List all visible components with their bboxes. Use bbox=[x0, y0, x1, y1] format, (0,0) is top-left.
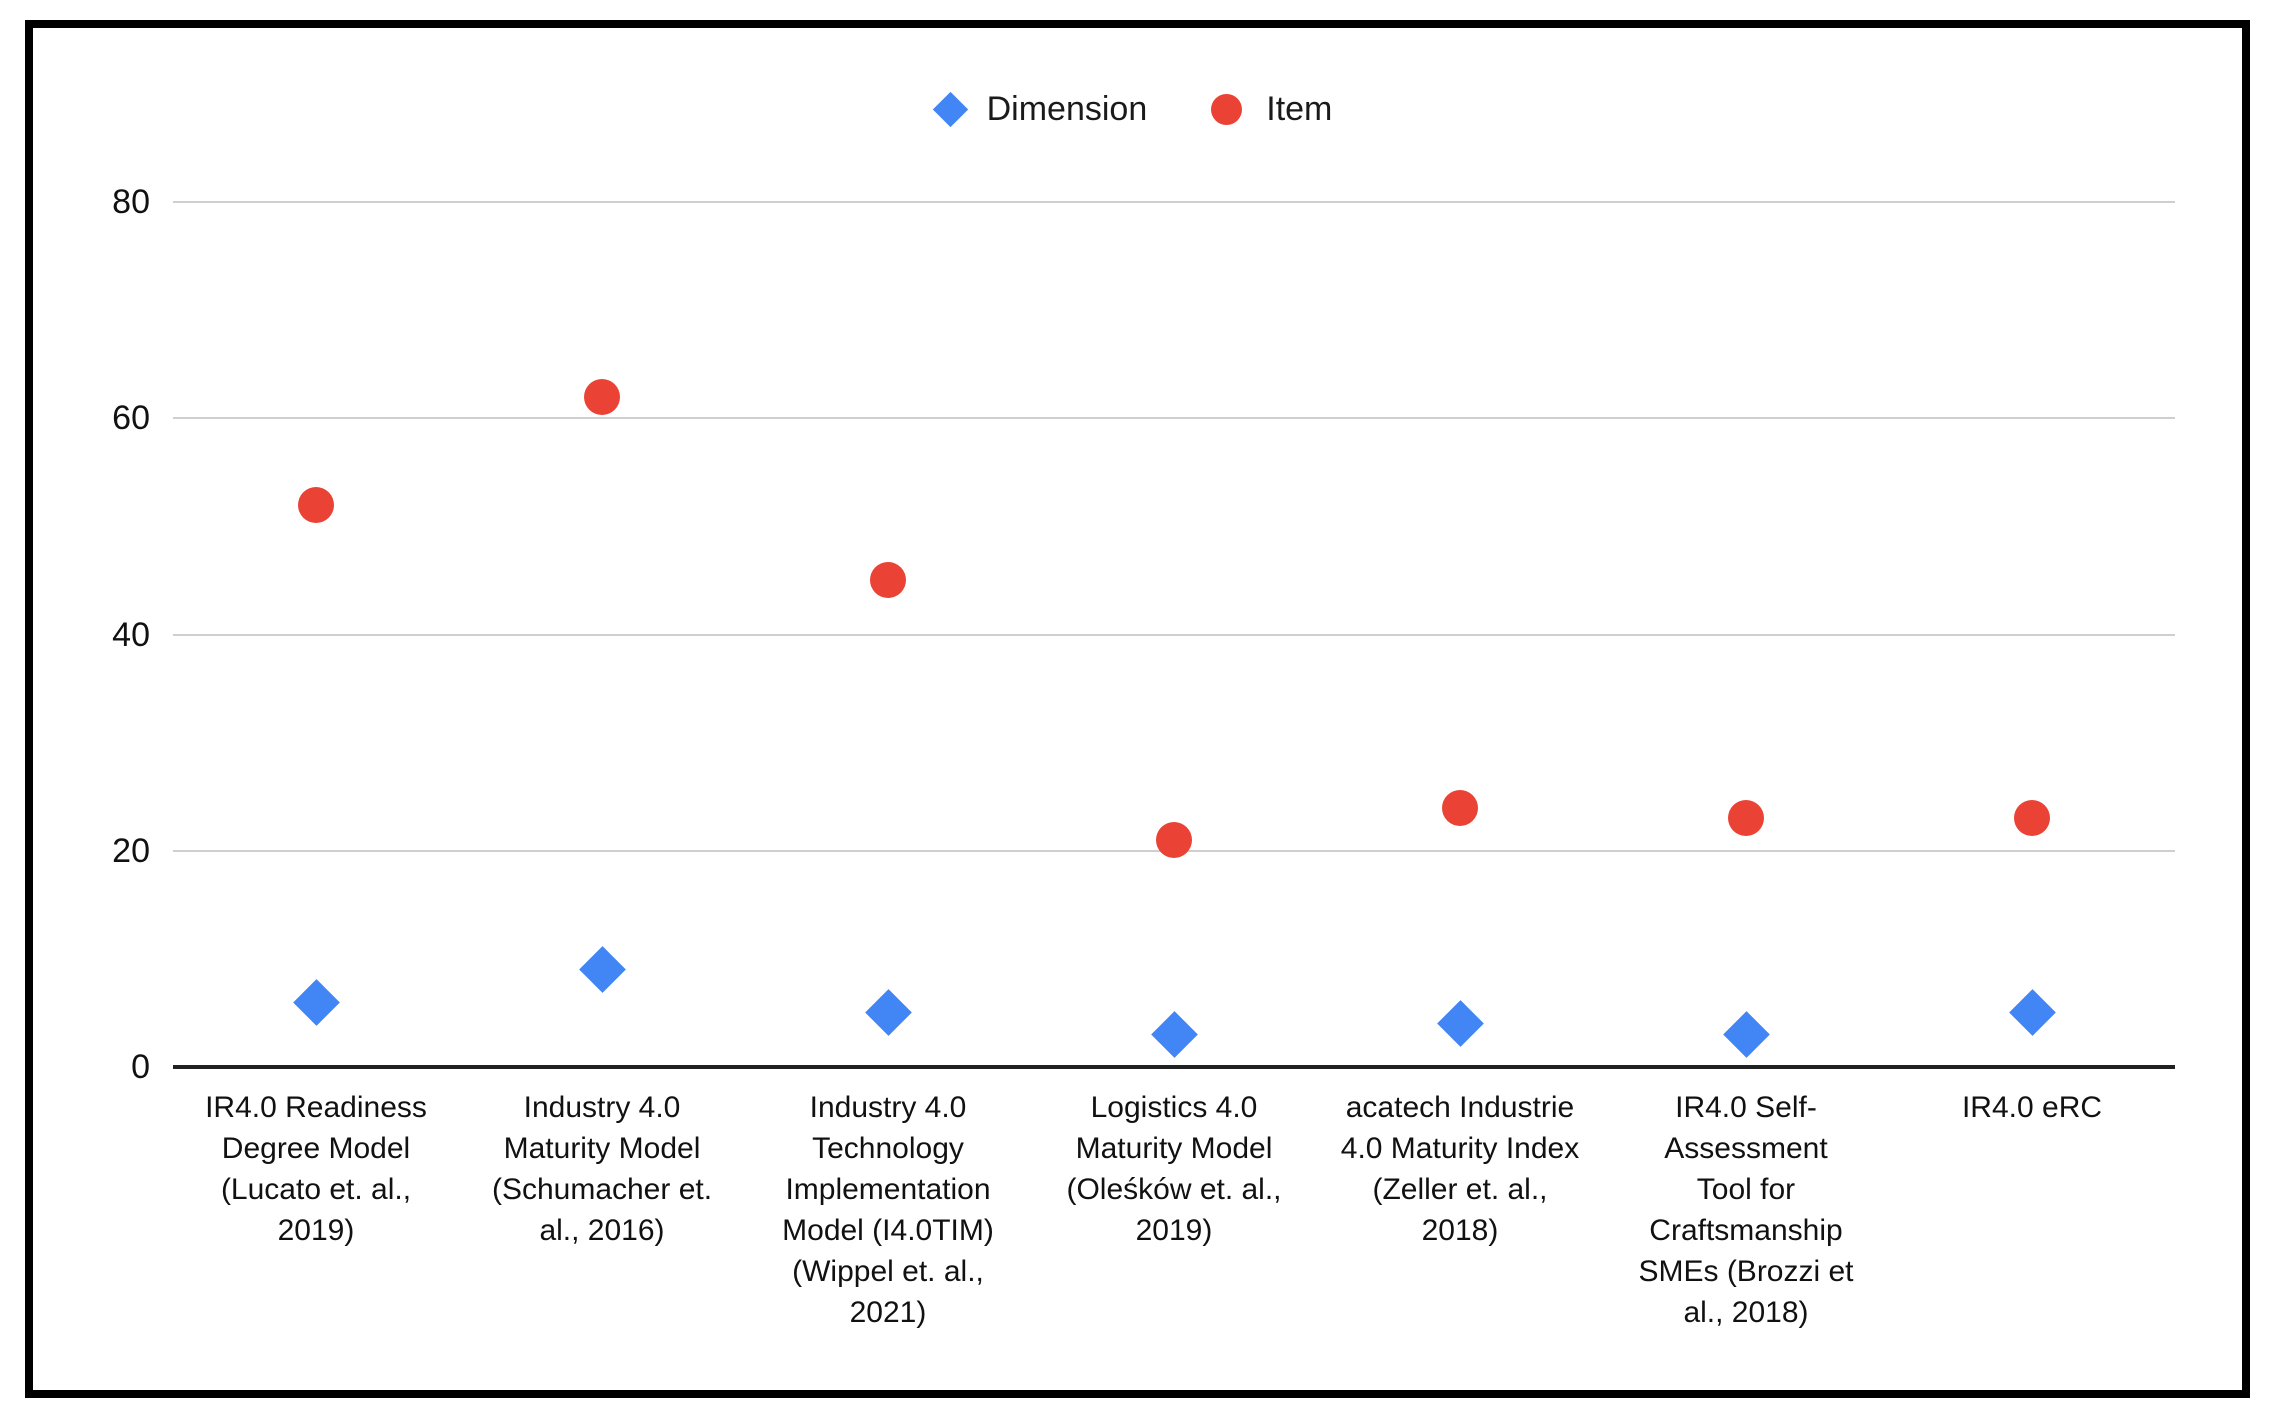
chart-legend: Dimension Item bbox=[0, 90, 2270, 129]
legend-label-item: Item bbox=[1266, 90, 1333, 128]
item-data-point bbox=[1728, 800, 1764, 837]
item-data-point bbox=[298, 486, 334, 523]
chart-border-frame bbox=[25, 20, 2250, 1398]
x-category-label: IR4.0 eRC bbox=[1961, 1091, 2103, 1124]
x-category-label: Industry 4.0 Maturity Model (Schumacher … bbox=[491, 1091, 713, 1247]
y-axis-tick-label: 80 bbox=[112, 183, 150, 221]
gridline bbox=[173, 633, 2175, 636]
legend-label-dimension: Dimension bbox=[986, 90, 1148, 128]
gridline bbox=[173, 201, 2175, 203]
x-category-label: acatech Industrie 4.0 Maturity Index (Ze… bbox=[1340, 1091, 1580, 1247]
y-axis-tick-label: 40 bbox=[112, 615, 150, 654]
dimension-diamond-icon bbox=[932, 91, 968, 128]
y-axis-tick-label: 60 bbox=[112, 399, 150, 438]
x-category-label: IR4.0 Self- Assessment Tool for Craftsma… bbox=[1638, 1091, 1854, 1329]
legend-item-item: Item bbox=[1211, 90, 1332, 129]
item-data-point bbox=[2014, 800, 2050, 837]
x-category-label: IR4.0 Readiness Degree Model (Lucato et.… bbox=[205, 1091, 427, 1247]
gridline bbox=[173, 417, 2175, 420]
item-data-point bbox=[1442, 789, 1478, 826]
x-axis-line bbox=[173, 1065, 2175, 1069]
item-data-point bbox=[584, 378, 620, 415]
y-axis-tick-label: 20 bbox=[112, 831, 150, 870]
item-data-point bbox=[870, 562, 906, 599]
item-data-point bbox=[1156, 821, 1192, 858]
item-circle-icon bbox=[1211, 94, 1243, 125]
y-axis-tick-label: 0 bbox=[131, 1048, 150, 1086]
x-category-label: Logistics 4.0 Maturity Model (Oleśków et… bbox=[1066, 1091, 1282, 1247]
x-category-label: Industry 4.0 Technology Implementation M… bbox=[782, 1091, 994, 1329]
legend-item-dimension: Dimension bbox=[932, 90, 1148, 129]
